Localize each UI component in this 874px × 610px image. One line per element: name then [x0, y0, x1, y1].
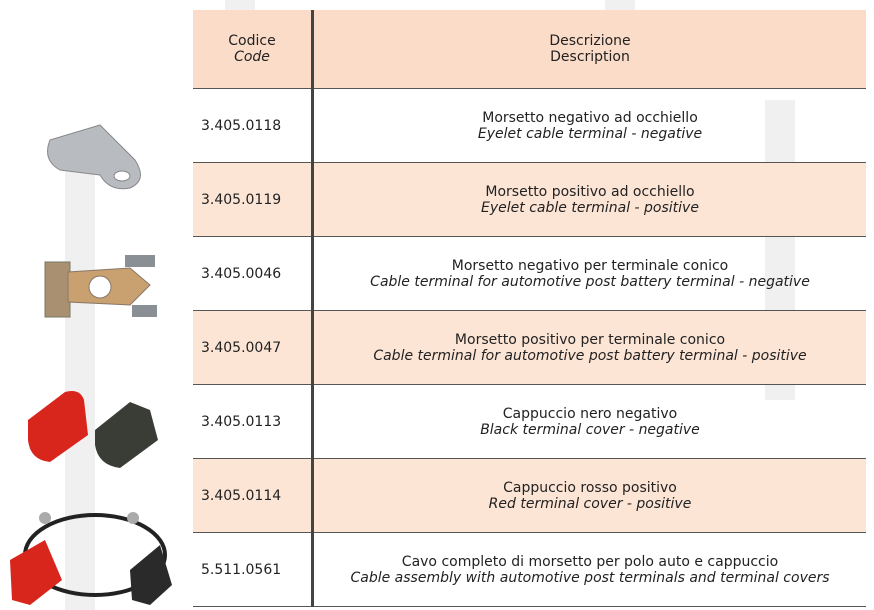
description-it: Morsetto negativo per terminale conico: [451, 257, 729, 274]
description-en: Cable terminal for automotive post batte…: [373, 347, 807, 364]
code-header-it: Codice: [228, 33, 276, 49]
product-row: 3.405.0113 Cappuccio nero negativo Black t…: [193, 384, 866, 459]
product-code: 3.405.0113: [193, 384, 314, 459]
description-en: Cable assembly with automotive post term…: [350, 569, 830, 586]
desc-header-en: Description: [550, 49, 630, 65]
description-it: Cappuccio nero negativo: [502, 405, 678, 422]
description-en: Eyelet cable terminal - negative: [477, 125, 703, 142]
desc-header: Descrizione Description: [312, 10, 866, 89]
product-row: 3.405.0046 Morsetto negativo per terminal…: [193, 236, 866, 311]
product-row: 3.405.0118 Morsetto negativo ad occhiello…: [193, 88, 866, 163]
desc-header-it: Descrizione: [549, 33, 631, 49]
product-description: Morsetto positivo per terminale conico Ca…: [312, 310, 866, 385]
terminal-covers: [28, 391, 158, 468]
eyelet-terminal: [47, 124, 141, 190]
product-code: 3.405.0118: [193, 88, 314, 163]
product-table: Codice Code Descrizione Description 3.40…: [193, 10, 866, 607]
product-code: 3.405.0119: [193, 162, 314, 237]
product-description: Cappuccio rosso positivo Red terminal cov…: [312, 458, 866, 533]
description-it: Cavo completo di morsetto per polo auto …: [401, 553, 779, 570]
product-description: Cappuccio nero negativo Black terminal co…: [312, 384, 866, 459]
description-it: Morsetto positivo per terminale conico: [454, 331, 726, 348]
description-en: Red terminal cover - positive: [488, 495, 692, 512]
product-description: Morsetto negativo ad occhiello Eyelet cab…: [312, 88, 866, 163]
product-code: 3.405.0047: [193, 310, 314, 385]
product-row: 3.405.0114 Cappuccio rosso positivo Red te…: [193, 458, 866, 533]
code-header-en: Code: [234, 49, 270, 65]
product-description: Morsetto positivo ad occhiello Eyelet cab…: [312, 162, 866, 237]
product-code: 3.405.0046: [193, 236, 314, 311]
description-en: Black terminal cover - negative: [480, 421, 700, 438]
post-clamp: [44, 255, 157, 318]
description-it: Morsetto negativo ad occhiello: [482, 109, 698, 126]
product-code: 3.405.0114: [193, 458, 314, 533]
product-description: Morsetto negativo per terminale conico Ca…: [312, 236, 866, 311]
product-row: 5.511.0561 Cavo completo di morsetto per …: [193, 532, 866, 607]
description-it: Cappuccio rosso positivo: [503, 479, 677, 496]
header-row: Codice Code Descrizione Description: [193, 10, 866, 89]
product-row: 3.405.0047 Morsetto positivo per terminal…: [193, 310, 866, 385]
product-code: 5.511.0561: [193, 532, 314, 607]
product-description: Cavo completo di morsetto per polo auto …: [312, 532, 866, 607]
description-it: Morsetto positivo ad occhiello: [485, 183, 695, 200]
product-row: 3.405.0119 Morsetto positivo ad occhiello…: [193, 162, 866, 237]
cable-assembly: [10, 512, 172, 605]
description-en: Eyelet cable terminal - positive: [481, 199, 699, 216]
code-header: Codice Code: [193, 10, 314, 89]
description-en: Cable terminal for automotive post batte…: [370, 273, 810, 290]
